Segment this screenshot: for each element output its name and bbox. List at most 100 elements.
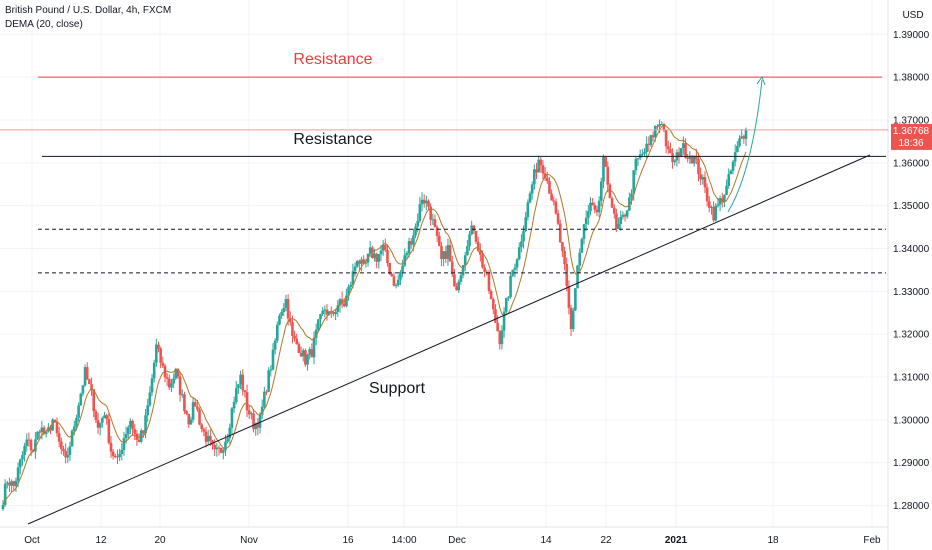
candle-body xyxy=(543,173,547,178)
candle-body xyxy=(334,311,337,315)
candle-body xyxy=(617,224,620,229)
candle-body xyxy=(245,392,249,411)
candle-body xyxy=(347,286,350,296)
dema-indicator-line xyxy=(2,123,747,506)
candle-body xyxy=(664,130,668,147)
candle-body xyxy=(595,209,599,213)
candle-body xyxy=(651,135,655,138)
candle-body xyxy=(202,429,206,432)
candle-body xyxy=(608,184,612,199)
candle-body xyxy=(574,288,577,311)
candle-body xyxy=(468,234,471,247)
symbol-title[interactable]: British Pound / U.S. Dollar, 4h, FXCM xyxy=(5,5,172,16)
candle-body xyxy=(323,309,327,311)
candle-body xyxy=(552,200,556,202)
candle-body xyxy=(349,284,353,287)
candle-body xyxy=(429,206,432,220)
candle-body xyxy=(90,384,93,390)
candle-body xyxy=(502,311,506,331)
candle-body xyxy=(373,253,376,259)
candle-body xyxy=(615,213,618,229)
candle-body xyxy=(340,299,344,304)
candle-body xyxy=(740,136,743,139)
candle-body xyxy=(394,284,398,286)
candle-body xyxy=(636,158,640,160)
candle-body xyxy=(222,450,225,453)
candle-body xyxy=(688,156,692,159)
candle-body xyxy=(569,307,573,329)
candle-body xyxy=(589,202,592,212)
price-tag: 1.36768 18:36 xyxy=(891,123,932,150)
y-tick-label: 1.38000 xyxy=(893,73,930,84)
candle-body xyxy=(511,269,515,276)
candle-body xyxy=(420,199,424,205)
candle-body xyxy=(103,415,106,419)
candle-body xyxy=(507,297,510,299)
candle-body xyxy=(165,377,169,379)
x-tick-label: Feb xyxy=(863,535,881,546)
candle-body xyxy=(682,143,685,149)
candle-body xyxy=(587,211,590,218)
candle-body xyxy=(260,406,264,415)
candle-body xyxy=(630,193,633,198)
candle-body xyxy=(716,204,720,206)
candle-body xyxy=(94,411,98,420)
candle-body xyxy=(491,299,495,310)
candle-body xyxy=(168,378,171,388)
y-tick-label: 1.36000 xyxy=(893,158,930,169)
candle-body xyxy=(433,219,437,228)
candle-body xyxy=(643,152,646,154)
candle-body xyxy=(284,299,288,308)
candle-body xyxy=(733,152,737,162)
candle-body xyxy=(610,198,614,208)
time-scale[interactable]: Oct 12 20 Nov 16 14:00 Dec 14 22 2021 18 Feb xyxy=(24,535,881,546)
candle-body xyxy=(705,187,709,202)
candle-body xyxy=(537,159,540,173)
drawings-layer: Resistance Resistance Support xyxy=(27,51,886,525)
candle-body xyxy=(1,504,5,510)
candle-body xyxy=(353,266,357,272)
candle-body xyxy=(390,273,394,277)
candle-body xyxy=(336,305,340,312)
candle-body xyxy=(383,245,387,250)
candle-body xyxy=(442,251,445,260)
candle-body xyxy=(3,483,7,505)
candle-body xyxy=(101,418,104,423)
candle-body xyxy=(375,253,378,262)
candle-body xyxy=(295,338,299,345)
candle-body xyxy=(206,435,210,442)
candle-body xyxy=(392,276,396,286)
support-trendline[interactable] xyxy=(27,154,871,525)
candle-body xyxy=(578,252,581,266)
candle-body xyxy=(299,353,303,357)
candle-body xyxy=(308,349,312,355)
candle-body xyxy=(612,207,616,214)
candle-body xyxy=(291,322,294,336)
candle-body xyxy=(325,309,329,315)
candle-body xyxy=(81,385,85,394)
candle-body xyxy=(228,427,232,439)
candle-body xyxy=(263,391,266,407)
candle-body xyxy=(450,261,454,275)
candle-body xyxy=(723,194,726,202)
candle-body xyxy=(131,420,134,430)
candle-body xyxy=(649,135,653,145)
candle-body xyxy=(49,427,52,431)
y-tick-label: 1.33000 xyxy=(893,287,930,298)
projection-arrow-path[interactable] xyxy=(727,79,763,213)
candle-body xyxy=(88,379,91,385)
price-scale[interactable]: 1.28000 1.29000 1.30000 1.31000 1.32000 1.330… xyxy=(893,30,930,512)
candle-body xyxy=(660,123,664,125)
x-tick-label: 16 xyxy=(342,535,354,546)
indicator-title[interactable]: DEMA (20, close) xyxy=(5,19,83,30)
x-tick-label: 2021 xyxy=(665,535,688,546)
candle-body xyxy=(360,259,363,264)
candle-body xyxy=(126,427,130,435)
candle-body xyxy=(425,200,428,204)
x-tick-label: 14 xyxy=(540,535,552,546)
candle-body xyxy=(720,198,724,202)
candle-body xyxy=(707,201,711,208)
candle-body xyxy=(500,330,504,345)
candle-body xyxy=(338,299,342,306)
